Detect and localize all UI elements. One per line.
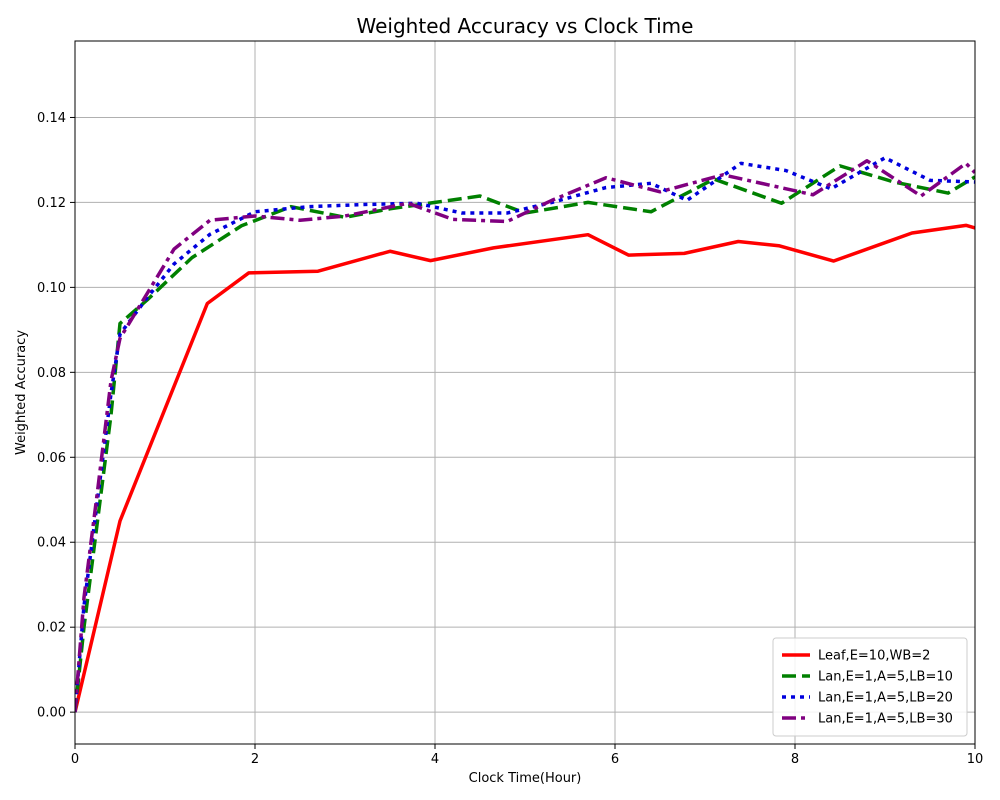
series-line-2 <box>75 164 975 713</box>
y-axis-label: Weighted Accuracy <box>14 330 29 455</box>
y-tick-label: 0.14 <box>37 111 66 126</box>
x-axis-label: Clock Time(Hour) <box>469 771 582 786</box>
legend-box <box>772 637 968 737</box>
x-tick-label: 6 <box>611 752 619 767</box>
series-line-3 <box>75 156 975 713</box>
y-tick-label: 0.10 <box>37 281 66 296</box>
legend-label-2: Lan,E=1,A=5,LB=10 <box>818 670 953 685</box>
series-line-1 <box>75 223 975 713</box>
y-tick-label: 0.08 <box>37 366 66 381</box>
axis-ticks: 0 2 4 6 8 10 0.00 0.02 0.04 0.06 0.08 0.10 0.12 0.14 <box>37 111 983 767</box>
x-tick-label: 2 <box>251 752 259 767</box>
chart-title: Weighted Accuracy vs Clock Time <box>357 14 694 38</box>
series-lines <box>75 156 975 713</box>
y-tick-label: 0.04 <box>37 536 66 551</box>
y-tick-label: 0.06 <box>37 451 66 466</box>
x-tick-label: 8 <box>791 752 799 767</box>
y-tick-label: 0.12 <box>37 196 66 211</box>
y-tick-label: 0.02 <box>37 621 66 636</box>
plot-frame <box>74 40 976 745</box>
y-tick-label: 0.00 <box>37 706 66 721</box>
legend-label-4: Lan,E=1,A=5,LB=30 <box>818 712 953 727</box>
legend-label-3: Lan,E=1,A=5,LB=20 <box>818 691 953 706</box>
x-tick-label: 10 <box>967 752 984 767</box>
x-tick-label: 4 <box>431 752 439 767</box>
legend-label-1: Leaf,E=10,WB=2 <box>818 649 930 664</box>
legend: Leaf,E=10,WB=2 Lan,E=1,A=5,LB=10 Lan,E=1,A… <box>772 637 968 737</box>
x-tick-label: 0 <box>71 752 79 767</box>
